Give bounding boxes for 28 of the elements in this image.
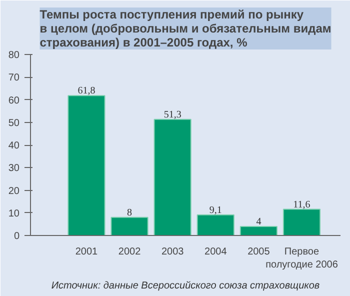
data-label: 61,8 [78, 86, 96, 97]
y-tick-label: 30 [8, 163, 20, 174]
y-tick-label: 50 [8, 118, 20, 129]
y-tick-label: 60 [8, 95, 20, 106]
data-label: 8 [127, 207, 132, 218]
chart-title: Темпы роста поступления премий по рынку в целом (добровольным и обязательным видам страхования) в 2001–2005 годах, % [40, 8, 332, 50]
bar [110, 216, 148, 236]
bar [282, 208, 321, 236]
data-label: 51,3 [164, 109, 182, 120]
data-label: 11,6 [293, 199, 310, 210]
y-tick-label: 40 [8, 140, 20, 152]
text: Источник: данные Всероссийского союза страховщиков [51, 280, 320, 292]
bar [154, 118, 192, 236]
x-tick-label: 2002 [118, 246, 142, 258]
y-tick-label: 20 [8, 186, 20, 197]
data-label: 9,1 [209, 204, 222, 216]
x-tick-label: 2004 [204, 246, 228, 258]
bar [68, 95, 106, 236]
bar [196, 214, 234, 236]
x-tick-label: 2003 [161, 246, 184, 258]
x-tick-label: 2005 [248, 246, 270, 258]
y-tick-label: 10 [8, 208, 20, 220]
x-tick-label: 2001 [75, 246, 98, 258]
bar [240, 226, 278, 236]
y-tick-label: 70 [8, 72, 20, 84]
y-tick-label: 80 [8, 50, 20, 61]
data-label: 4 [256, 216, 262, 228]
y-tick-label: 0 [14, 231, 20, 242]
